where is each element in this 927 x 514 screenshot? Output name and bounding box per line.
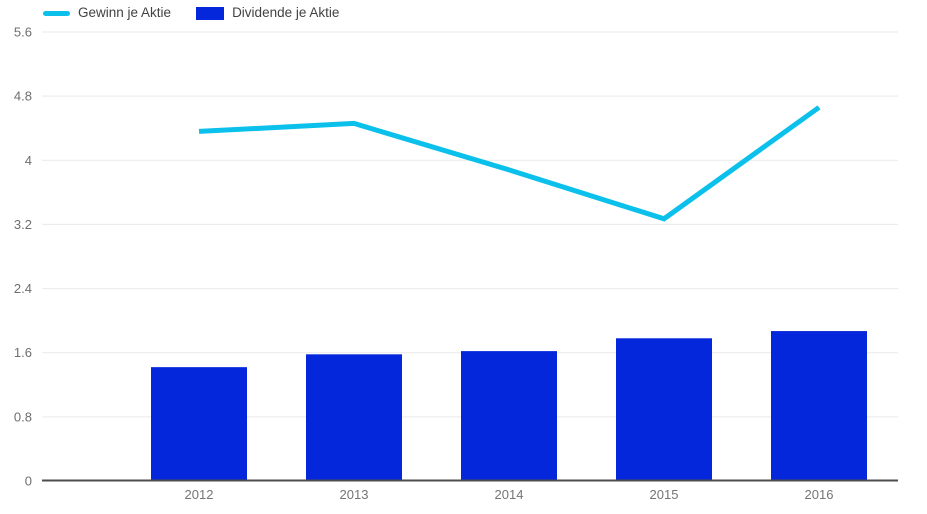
bar-2015[interactable] xyxy=(616,338,712,481)
y-tick-label: 0.8 xyxy=(14,409,32,424)
x-label-2016: 2016 xyxy=(805,487,834,502)
x-label-2012: 2012 xyxy=(185,487,214,502)
y-tick-label: 2.4 xyxy=(14,281,32,296)
legend-item-gewinn-je-aktie: Gewinn je Aktie xyxy=(43,4,171,22)
x-label-2014: 2014 xyxy=(495,487,524,502)
legend-label-gewinn: Gewinn je Aktie xyxy=(78,5,172,20)
legend-item-dividende-je-aktie: Dividende je Aktie xyxy=(196,4,339,22)
eps-line-series[interactable] xyxy=(198,105,821,222)
y-tick-label: 5.6 xyxy=(14,25,32,40)
bar-series-swatch-icon xyxy=(196,6,225,20)
x-label-2015: 2015 xyxy=(650,487,679,502)
legend: Gewinn je Aktie Dividende je Aktie xyxy=(43,4,339,22)
bar-2016[interactable] xyxy=(771,331,867,481)
bar-2012[interactable] xyxy=(151,367,247,481)
bar-2014[interactable] xyxy=(461,351,557,481)
y-tick-label: 4 xyxy=(25,153,32,168)
legend-label-dividende: Dividende je Aktie xyxy=(232,5,340,20)
y-tick-label: 1.6 xyxy=(14,345,32,360)
y-tick-label: 3.2 xyxy=(14,217,32,232)
bar-2013[interactable] xyxy=(306,354,402,481)
x-label-2013: 2013 xyxy=(340,487,369,502)
y-tick-label: 4.8 xyxy=(14,89,32,104)
line-series-swatch-icon xyxy=(43,10,70,16)
y-tick-label: 0 xyxy=(25,474,32,489)
